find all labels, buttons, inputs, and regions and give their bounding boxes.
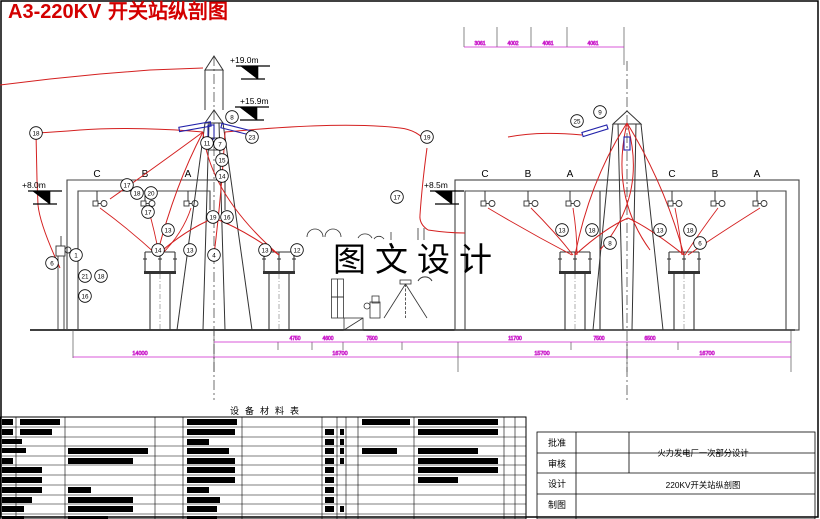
svg-text:3061: 3061 bbox=[474, 41, 485, 47]
svg-text:7500: 7500 bbox=[366, 336, 377, 342]
svg-text:7: 7 bbox=[218, 141, 222, 148]
svg-text:17: 17 bbox=[123, 182, 131, 189]
svg-text:B: B bbox=[712, 169, 719, 180]
svg-text:C: C bbox=[668, 169, 675, 180]
svg-text:15700: 15700 bbox=[534, 351, 549, 357]
svg-text:6: 6 bbox=[50, 260, 54, 267]
svg-text:17: 17 bbox=[393, 194, 401, 201]
svg-text:21: 21 bbox=[81, 273, 89, 280]
svg-text:C: C bbox=[93, 169, 100, 180]
svg-text:13: 13 bbox=[261, 247, 269, 254]
svg-text:13: 13 bbox=[186, 247, 194, 254]
svg-text:16700: 16700 bbox=[699, 351, 714, 357]
svg-text:制图: 制图 bbox=[548, 499, 566, 510]
svg-text:13: 13 bbox=[164, 227, 172, 234]
svg-text:6: 6 bbox=[698, 240, 702, 247]
svg-text:13: 13 bbox=[656, 227, 664, 234]
svg-text:开关站纵剖图: 开关站纵剖图 bbox=[108, 0, 228, 23]
svg-text:16: 16 bbox=[81, 293, 89, 300]
svg-text:6500: 6500 bbox=[644, 336, 655, 342]
svg-text:14: 14 bbox=[218, 173, 226, 180]
svg-text:11: 11 bbox=[204, 140, 211, 147]
svg-text:23: 23 bbox=[248, 134, 256, 141]
svg-text:B: B bbox=[525, 169, 532, 180]
svg-text:批准: 批准 bbox=[548, 437, 566, 448]
svg-text:火力发电厂一次部分设计: 火力发电厂一次部分设计 bbox=[657, 448, 748, 458]
svg-text:1: 1 bbox=[74, 252, 78, 259]
svg-text:+15.9m: +15.9m bbox=[240, 96, 269, 106]
svg-text:15: 15 bbox=[218, 157, 226, 164]
svg-text:A: A bbox=[567, 169, 574, 180]
svg-text:审核: 审核 bbox=[548, 458, 566, 469]
svg-text:12: 12 bbox=[293, 247, 301, 254]
svg-text:14: 14 bbox=[154, 247, 162, 254]
svg-text:设备材料表: 设备材料表 bbox=[230, 405, 305, 416]
svg-text:20: 20 bbox=[147, 190, 155, 197]
svg-text:设计: 设计 bbox=[548, 478, 566, 489]
svg-text:+8.5m: +8.5m bbox=[424, 180, 448, 190]
svg-text:19: 19 bbox=[423, 134, 431, 141]
svg-text:4002: 4002 bbox=[507, 41, 518, 47]
svg-text:8: 8 bbox=[608, 240, 612, 247]
svg-text:11700: 11700 bbox=[508, 336, 522, 342]
svg-text:7500: 7500 bbox=[593, 336, 604, 342]
svg-text:图文设计: 图文设计 bbox=[333, 241, 501, 278]
svg-text:8: 8 bbox=[230, 114, 234, 121]
svg-text:4061: 4061 bbox=[542, 41, 553, 47]
svg-text:18: 18 bbox=[133, 190, 141, 197]
svg-text:A: A bbox=[185, 169, 192, 180]
svg-text:A3-220KV: A3-220KV bbox=[8, 1, 102, 23]
svg-text:4600: 4600 bbox=[322, 336, 333, 342]
svg-text:+19.0m: +19.0m bbox=[230, 55, 259, 65]
svg-text:4: 4 bbox=[212, 252, 216, 259]
svg-text:4061: 4061 bbox=[587, 41, 598, 47]
svg-text:16: 16 bbox=[223, 214, 231, 221]
svg-text:17: 17 bbox=[144, 209, 152, 216]
svg-text:18: 18 bbox=[97, 273, 105, 280]
svg-text:25: 25 bbox=[573, 118, 581, 125]
svg-text:C: C bbox=[481, 169, 488, 180]
svg-text:13: 13 bbox=[558, 227, 566, 234]
svg-text:4750: 4750 bbox=[289, 336, 300, 342]
svg-text:19: 19 bbox=[209, 214, 217, 221]
svg-text:18: 18 bbox=[588, 227, 596, 234]
svg-text:16700: 16700 bbox=[332, 351, 347, 357]
svg-text:9: 9 bbox=[598, 109, 602, 116]
svg-text:+8.0m: +8.0m bbox=[22, 180, 46, 190]
svg-text:14000: 14000 bbox=[132, 351, 147, 357]
svg-text:A: A bbox=[754, 169, 761, 180]
svg-text:18: 18 bbox=[686, 227, 694, 234]
svg-text:18: 18 bbox=[32, 130, 40, 137]
svg-text:220KV开关站纵剖图: 220KV开关站纵剖图 bbox=[666, 480, 741, 490]
